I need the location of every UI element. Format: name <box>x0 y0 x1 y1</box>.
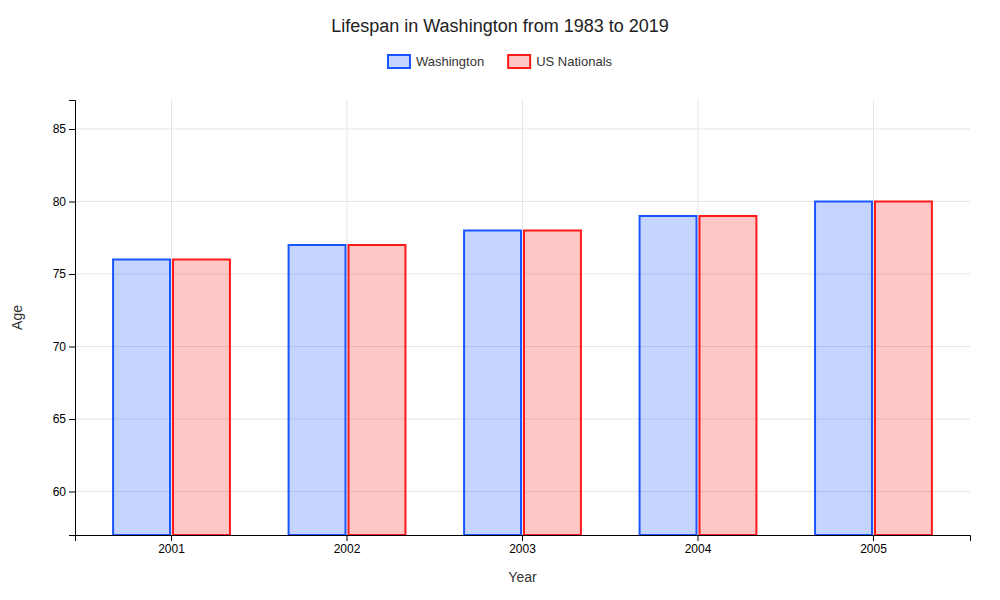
legend-swatch <box>388 55 410 68</box>
x-grid-line <box>873 100 874 535</box>
legend-item: Washington <box>388 54 484 69</box>
x-tick-label: 2001 <box>158 542 185 556</box>
bar <box>875 202 932 536</box>
title: Lifespan in Washington from 1983 to 2019 <box>331 16 669 36</box>
y-tick: 85 <box>53 122 75 136</box>
legend-label: US Nationals <box>536 54 612 69</box>
x-tick-label: 2005 <box>860 542 887 556</box>
y-axis-label: Age <box>9 305 25 330</box>
y-tick: 80 <box>53 195 75 209</box>
legend-item: US Nationals <box>508 54 612 69</box>
x-grid-line <box>347 100 348 535</box>
plot-area: 60 65 70 75 80 85 2001 2002 2003 2004 2005 <box>53 100 971 556</box>
bar <box>173 260 230 536</box>
bar <box>815 202 872 536</box>
x-grid-line <box>171 100 172 535</box>
y-tick-label: 60 <box>53 485 67 499</box>
y-tick-mark <box>69 419 75 420</box>
y-tick-mark <box>69 492 75 493</box>
bar <box>349 245 406 535</box>
x-axis-label: Year <box>508 569 537 585</box>
y-tick-label: 65 <box>53 412 67 426</box>
y-tick-mark <box>69 129 75 130</box>
y-tick: 75 <box>53 267 75 281</box>
x-tick-mark <box>873 535 874 541</box>
x-tick: 2003 <box>509 535 536 556</box>
legend-swatch <box>508 55 530 68</box>
x-tick-label: 2002 <box>334 542 361 556</box>
y-tick: 70 <box>53 340 75 354</box>
x-tick-mark <box>522 535 523 541</box>
bar <box>113 260 170 536</box>
bars <box>113 202 932 536</box>
x-tick: 2004 <box>685 535 712 556</box>
x-tick-mark <box>347 535 348 541</box>
legend: Washington US Nationals <box>388 54 613 69</box>
grid <box>75 100 970 535</box>
x-tick: 2005 <box>860 535 887 556</box>
bar <box>464 231 521 536</box>
y-tick: 65 <box>53 412 75 426</box>
x-axis: 2001 2002 2003 2004 2005 <box>76 535 971 556</box>
bar <box>289 245 346 535</box>
y-tick-label: 70 <box>53 340 67 354</box>
x-tick: 2002 <box>334 535 361 556</box>
y-axis-line <box>69 101 76 536</box>
y-tick: 60 <box>53 485 75 499</box>
bar <box>640 216 697 535</box>
x-tick: 2001 <box>158 535 185 556</box>
x-tick-mark <box>171 535 172 541</box>
x-tick-label: 2003 <box>509 542 536 556</box>
legend-label: Washington <box>416 54 484 69</box>
x-tick-label: 2004 <box>685 542 712 556</box>
y-tick-mark <box>69 274 75 275</box>
chart-container: 60 65 70 75 80 85 2001 2002 2003 2004 2005 Year Age L… <box>0 0 1000 600</box>
y-axis: 60 65 70 75 80 85 <box>53 101 76 536</box>
y-tick-label: 85 <box>53 122 67 136</box>
bar <box>699 216 756 535</box>
x-tick-mark <box>697 535 698 541</box>
chart-svg: 60 65 70 75 80 85 2001 2002 2003 2004 2005 Year Age L… <box>0 0 1000 600</box>
y-tick-label: 80 <box>53 195 67 209</box>
bar <box>524 231 581 536</box>
x-axis-line <box>76 536 971 542</box>
y-tick-mark <box>69 202 75 203</box>
x-grid-line <box>522 100 523 535</box>
y-tick-label: 75 <box>53 267 67 281</box>
x-grid-line <box>697 100 698 535</box>
y-tick-mark <box>69 347 75 348</box>
